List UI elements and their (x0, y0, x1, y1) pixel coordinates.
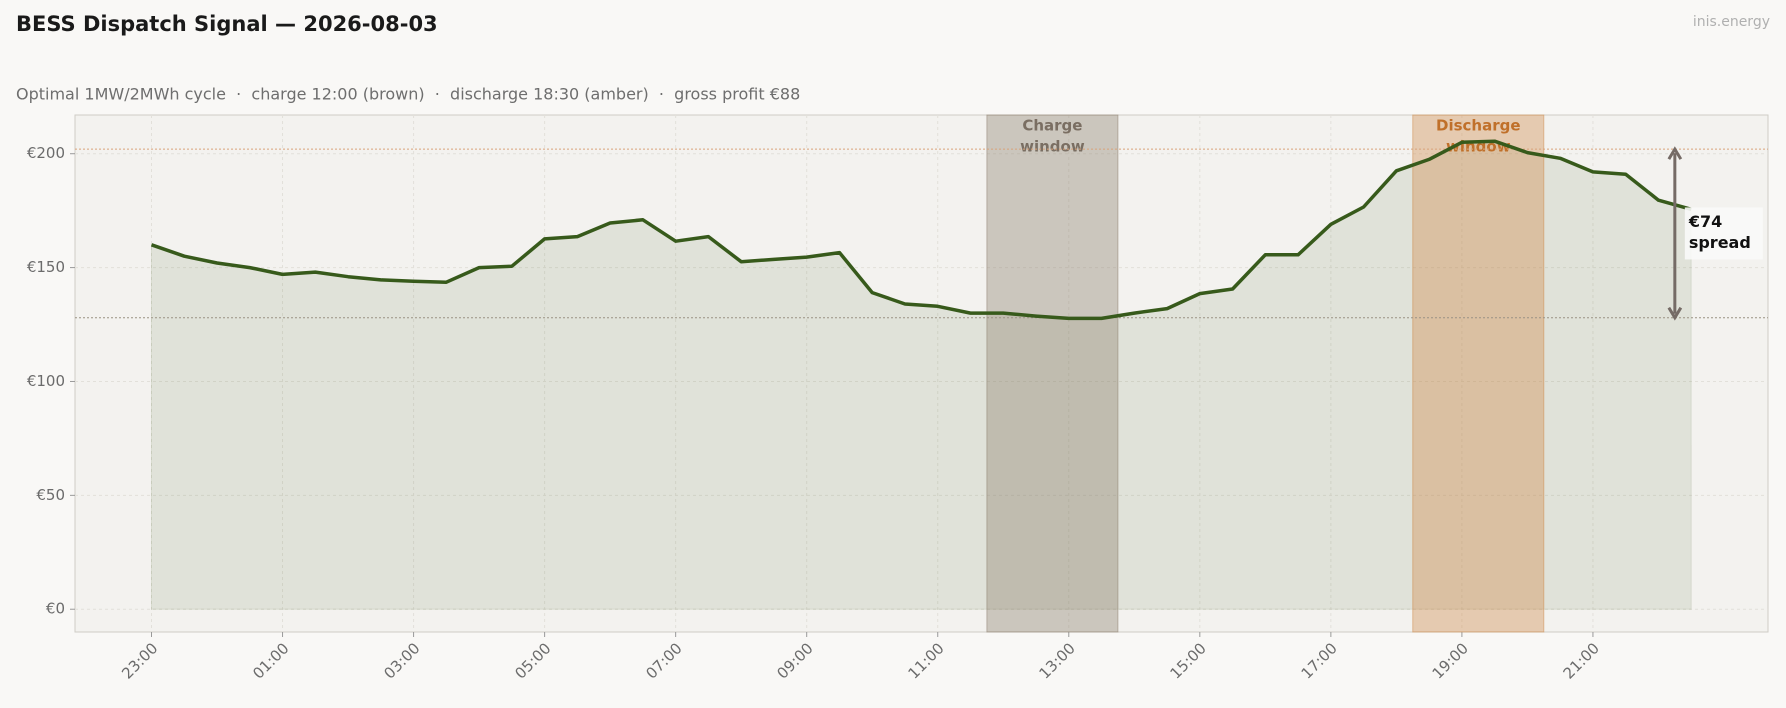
arrow-head (1667, 146, 1683, 321)
annotation: spread (1689, 233, 1751, 252)
y-tick-label: €200 (27, 144, 65, 162)
annotation: €74 (1688, 212, 1722, 231)
watermark: inis.energy (1693, 14, 1770, 30)
annotation-box (1684, 207, 1763, 260)
window-label: window (1020, 138, 1085, 156)
dispatch-window (1412, 114, 1545, 633)
window-label: Discharge (1436, 117, 1521, 135)
plot-area (74, 114, 1769, 633)
window-label: Charge (1022, 117, 1082, 135)
y-tick-label: €150 (27, 258, 65, 276)
y-tick-label: €50 (36, 486, 65, 504)
y-tick-label: €0 (46, 600, 65, 618)
line (150, 139, 1692, 321)
dispatch-window (986, 114, 1119, 633)
y-tick-label: €100 (27, 372, 65, 390)
chart-title: BESS Dispatch Signal — 2026-08-03 (16, 12, 438, 36)
subtitle: Optimal 1MW/2MWh cycle · charge 12:00 (b… (16, 85, 800, 104)
